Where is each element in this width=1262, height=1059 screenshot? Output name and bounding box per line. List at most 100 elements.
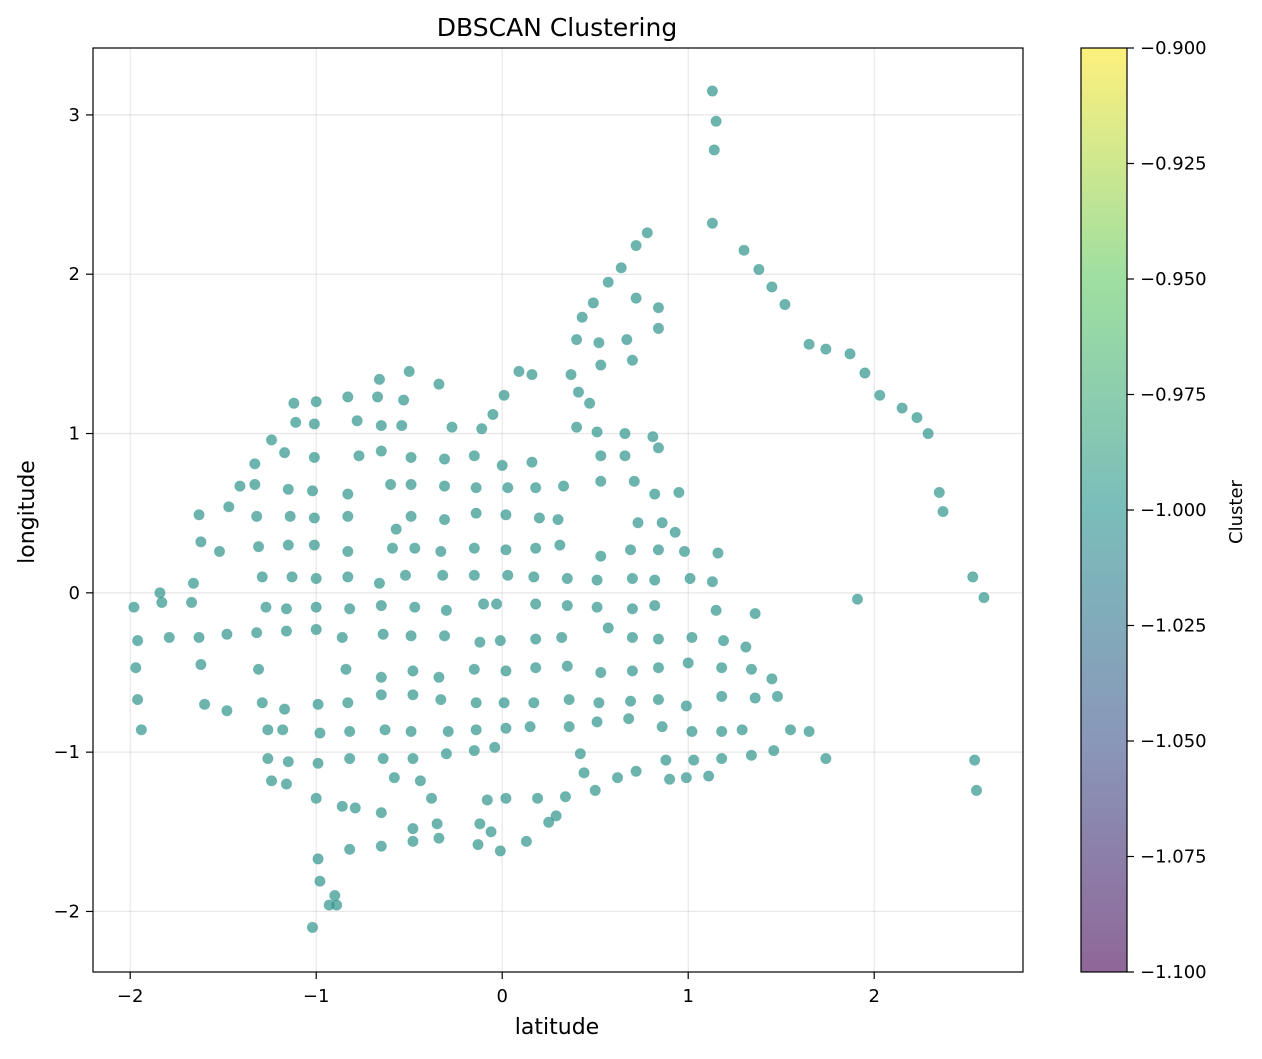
data-point [641, 227, 653, 239]
data-point [533, 512, 546, 524]
data-point [375, 419, 387, 432]
data-point [784, 724, 797, 736]
data-point [265, 434, 278, 446]
data-point [280, 778, 293, 790]
data-point [409, 601, 421, 613]
data-point [779, 298, 791, 311]
data-point [375, 599, 387, 612]
data-point [561, 572, 573, 585]
data-point [530, 633, 542, 645]
data-point [803, 725, 815, 738]
data-point [306, 921, 319, 933]
data-point [717, 635, 730, 647]
data-point [310, 601, 322, 613]
data-point [911, 411, 923, 424]
data-point [405, 630, 417, 642]
data-point [652, 302, 665, 314]
data-point [803, 338, 815, 350]
data-point [706, 576, 718, 588]
data-point [437, 569, 449, 581]
data-point [342, 697, 354, 709]
data-point [528, 697, 540, 709]
data-point [530, 482, 542, 494]
data-point [498, 389, 510, 401]
data-point [290, 416, 302, 428]
data-point [252, 541, 265, 553]
data-point [678, 545, 691, 558]
data-point [262, 752, 274, 765]
data-point [710, 604, 722, 616]
data-point [753, 263, 765, 276]
colorbar-tick-label: −1.000 [1140, 500, 1207, 521]
data-point [487, 408, 499, 421]
data-point [470, 507, 482, 519]
data-point [375, 445, 387, 457]
x-axis-label: latitude [515, 1015, 599, 1040]
data-point [563, 721, 575, 733]
data-point [626, 665, 639, 677]
data-point [407, 689, 419, 701]
colorbar [1081, 48, 1127, 972]
data-point [251, 510, 263, 522]
data-point [602, 622, 614, 634]
x-axis-ticks: −2 −1 0 1 2 [117, 972, 880, 1007]
data-point [749, 692, 761, 704]
data-point [342, 510, 354, 522]
data-point [978, 592, 990, 604]
data-point [626, 572, 639, 585]
data-point [543, 816, 555, 828]
data-point [468, 450, 480, 462]
data-point [680, 772, 692, 784]
data-point [595, 450, 607, 462]
colorbar-tick-label: −1.075 [1140, 847, 1207, 868]
data-point [405, 725, 417, 738]
data-point [312, 757, 324, 769]
y-axis-ticks: −2 −1 0 1 2 3 [53, 105, 93, 922]
data-point [468, 542, 480, 554]
data-point [710, 115, 722, 127]
data-point [656, 517, 668, 529]
data-point [745, 663, 758, 675]
colorbar-tick-label: −0.925 [1140, 154, 1207, 175]
data-point [766, 281, 778, 293]
data-point [524, 721, 536, 733]
y-tick-label: 3 [69, 105, 80, 126]
data-point [342, 545, 354, 558]
data-point [476, 423, 488, 435]
data-point [591, 601, 603, 613]
x-tick-label: −1 [303, 986, 330, 1007]
data-point [649, 488, 661, 500]
data-point [624, 695, 637, 707]
data-point [969, 754, 981, 766]
colorbar-label: Cluster [1226, 479, 1247, 543]
colorbar-tick-label: −1.100 [1140, 962, 1207, 983]
data-point [405, 478, 417, 491]
data-point [390, 523, 402, 535]
data-point [407, 752, 419, 765]
data-point [409, 542, 421, 554]
data-point [502, 569, 514, 581]
data-point [716, 662, 728, 674]
data-point [561, 660, 573, 672]
data-point [649, 574, 661, 586]
data-point [589, 784, 601, 796]
data-point [199, 698, 211, 710]
data-point [859, 367, 871, 379]
data-point [768, 744, 780, 757]
data-point [403, 365, 415, 377]
data-point [310, 792, 322, 804]
data-point [736, 724, 748, 736]
plot-area-frame [92, 47, 1024, 973]
data-point [470, 482, 482, 494]
data-point [195, 536, 207, 548]
data-point [652, 544, 665, 556]
data-point [652, 322, 665, 334]
data-points [128, 85, 990, 933]
data-point [686, 631, 698, 644]
data-point [874, 389, 886, 401]
grid-lines [93, 48, 1023, 972]
data-point [135, 724, 147, 736]
data-point [438, 513, 451, 526]
data-point [591, 716, 603, 728]
